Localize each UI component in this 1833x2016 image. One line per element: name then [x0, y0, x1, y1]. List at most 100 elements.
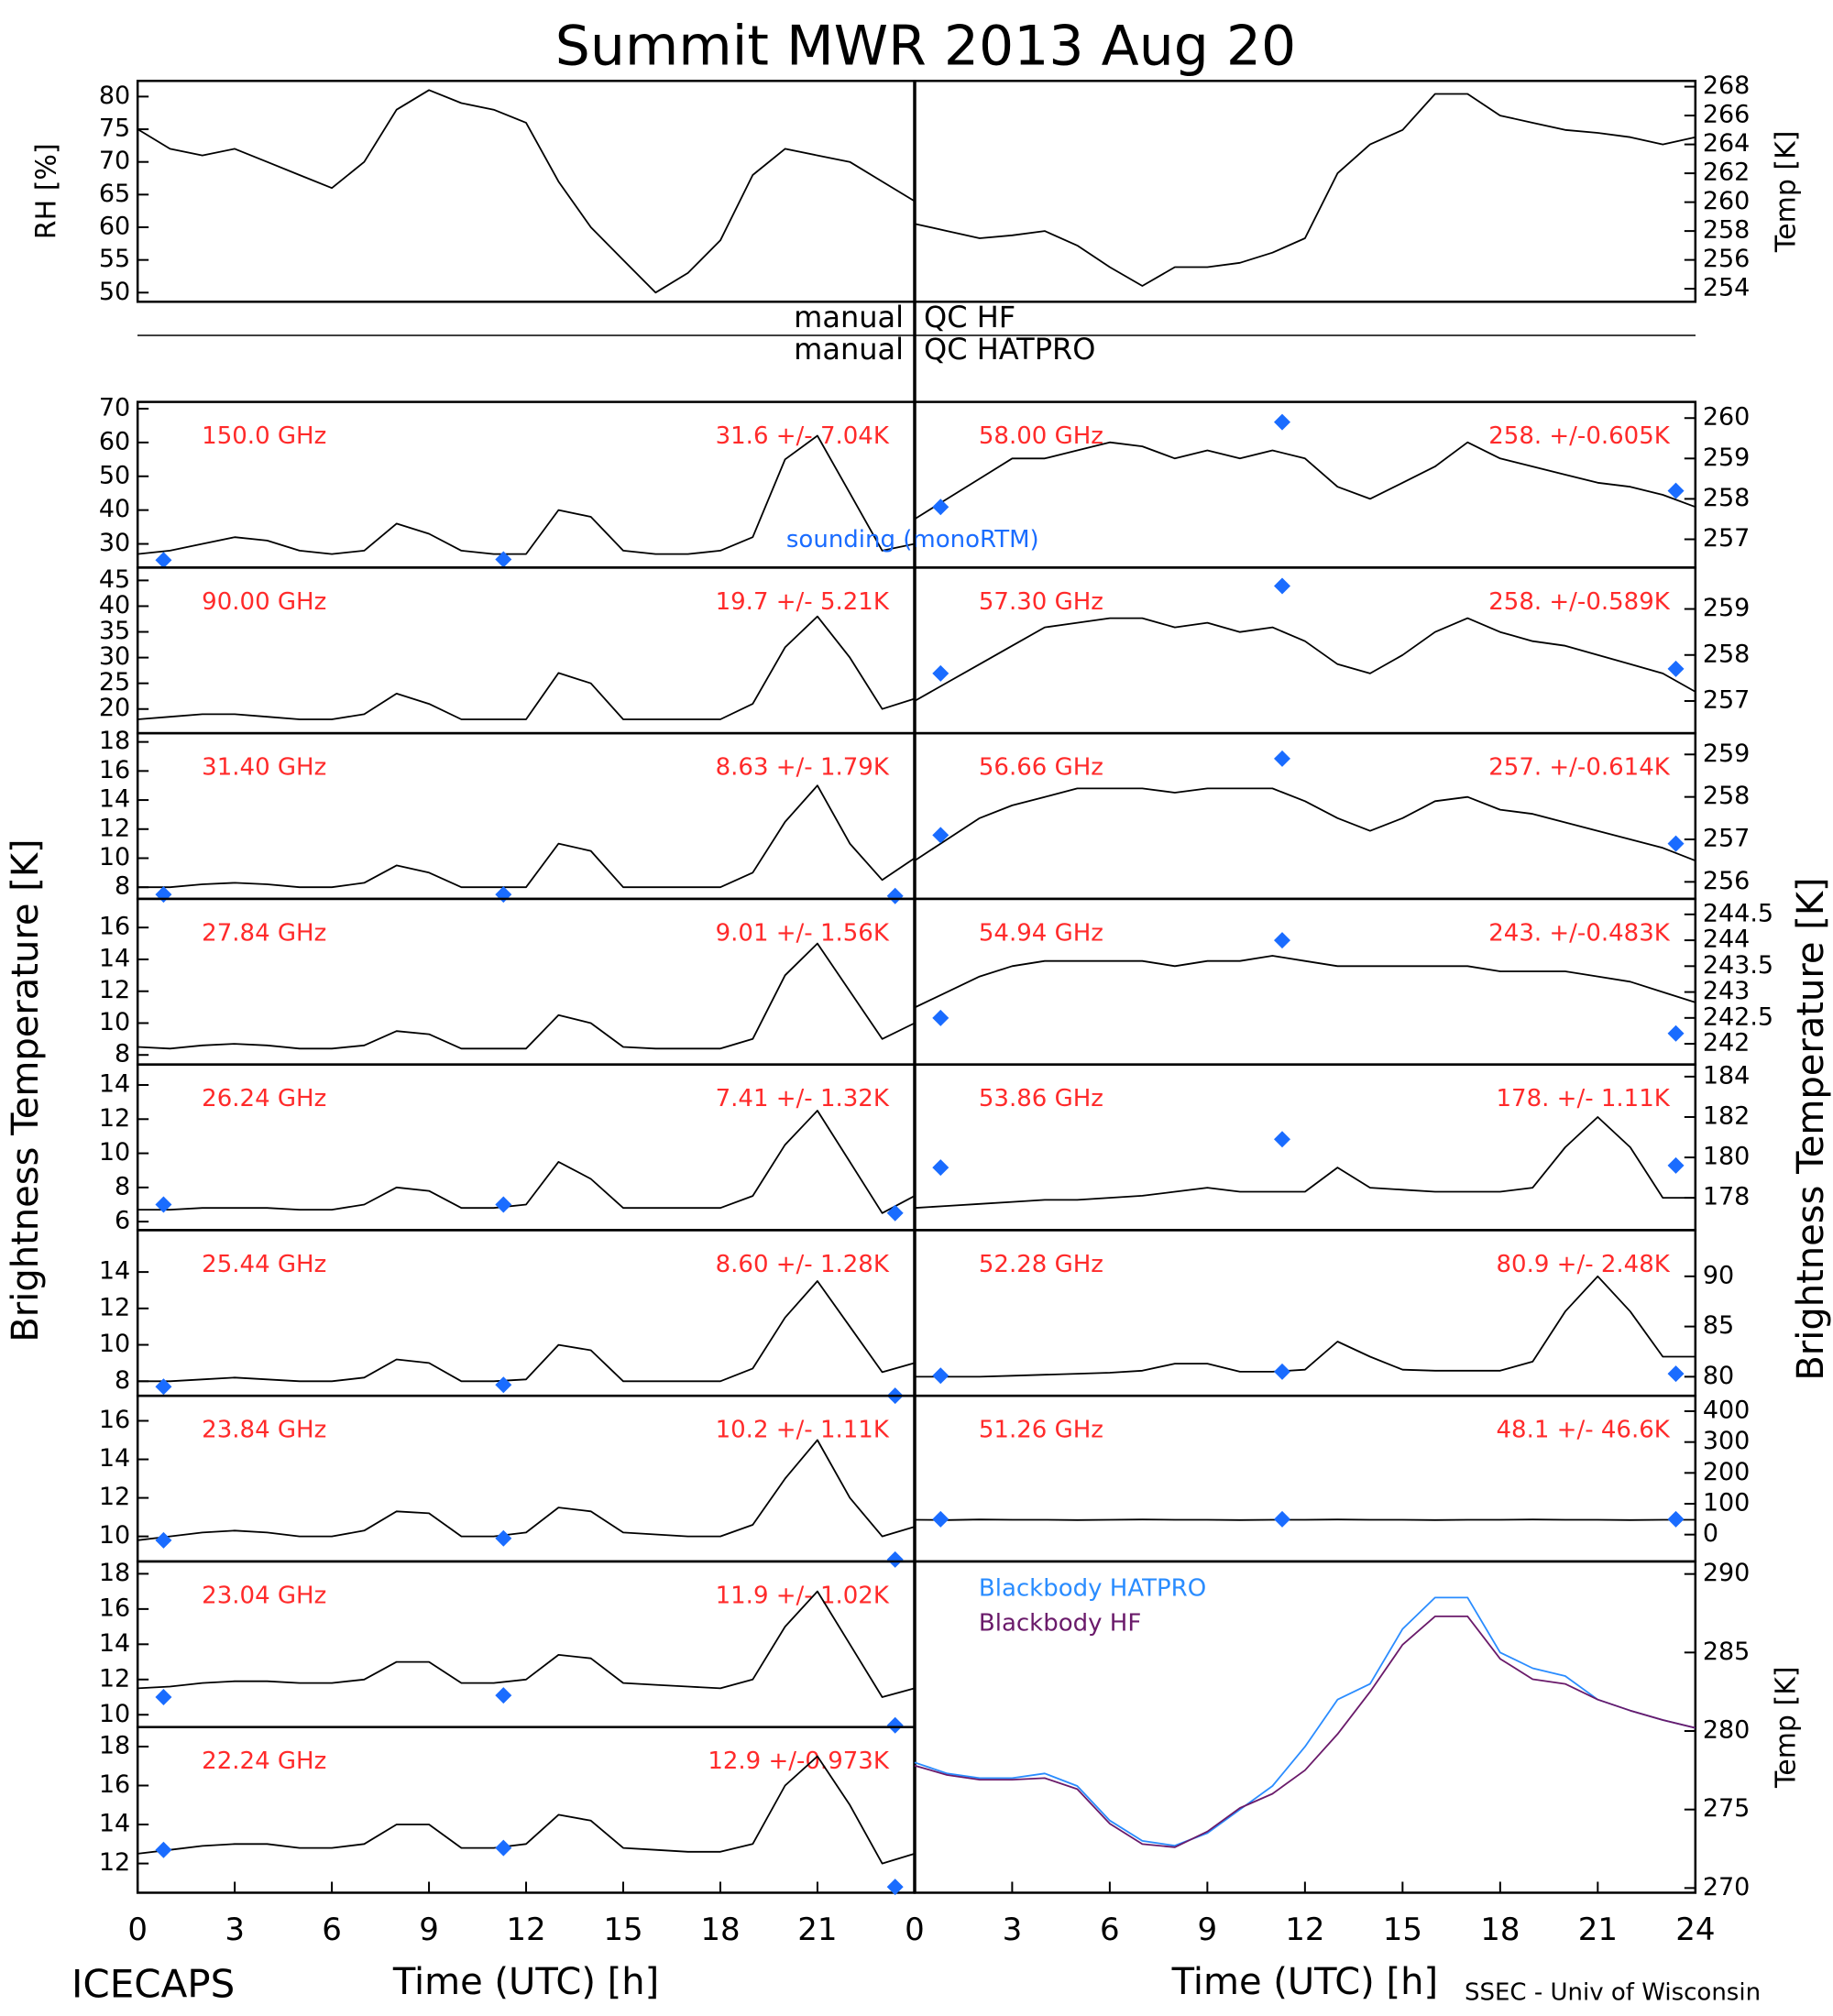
data-line — [137, 615, 916, 720]
y-tick-label: 400 — [1703, 1397, 1751, 1425]
sounding-point — [1274, 750, 1291, 767]
y-tick-label: 60 — [99, 213, 130, 241]
sounding-point — [932, 1009, 949, 1026]
y-tick-label: 8 — [115, 1040, 130, 1068]
y-tick-label: 12 — [99, 814, 130, 842]
y-tick-label: 244.5 — [1703, 899, 1773, 927]
sounding-point — [495, 1376, 512, 1394]
sounding-point — [1274, 1363, 1291, 1380]
y-tick-label: 200 — [1703, 1458, 1751, 1486]
sounding-point — [886, 1879, 904, 1896]
channel-label: 150.0 GHz — [202, 422, 326, 450]
channel-stats: 7.41 +/- 1.32K — [716, 1085, 890, 1112]
y-tick-label: 8 — [115, 1172, 130, 1200]
sounding-point — [495, 551, 512, 568]
y-tick-label: 12 — [99, 1848, 130, 1877]
x-tick-label: 21 — [797, 1912, 837, 1948]
data-line — [914, 617, 1696, 702]
y-tick-label: 182 — [1703, 1101, 1751, 1130]
channel-label: 23.04 GHz — [202, 1582, 326, 1609]
y-tick-label: 258 — [1703, 640, 1751, 668]
channel-stats: 19.7 +/- 5.21K — [716, 588, 890, 616]
plot-frame — [913, 80, 1697, 303]
data-line — [137, 1110, 916, 1214]
y-tick-label: 16 — [99, 756, 130, 784]
y-tick-label: 16 — [99, 1770, 130, 1799]
legend-label: sounding (monoRTM) — [786, 526, 1039, 553]
y-tick-label: 270 — [1703, 1873, 1751, 1901]
y-axis-label: RH [%] — [31, 143, 63, 239]
y-tick-label: 70 — [99, 147, 130, 175]
sounding-point — [1274, 577, 1291, 595]
sounding-point — [155, 1196, 172, 1213]
y-tick-label: 260 — [1703, 403, 1751, 432]
channel-stats: 8.63 +/- 1.79K — [716, 754, 890, 782]
y-axis-label: Brightness Temperature [K] — [5, 838, 47, 1342]
channel-label: 27.84 GHz — [202, 919, 326, 947]
y-tick-label: 257 — [1703, 685, 1751, 714]
sounding-point — [1667, 482, 1685, 499]
channel-stats: 257. +/-0.614K — [1488, 754, 1671, 782]
y-tick-label: 285 — [1703, 1638, 1751, 1666]
x-tick-label: 3 — [225, 1912, 245, 1948]
channel-label: 31.40 GHz — [202, 754, 326, 782]
sounding-point — [1274, 1510, 1291, 1528]
y-tick-label: 260 — [1703, 187, 1751, 215]
y-tick-label: 8 — [115, 1366, 130, 1395]
y-tick-label: 243.5 — [1703, 951, 1773, 980]
y-tick-label: 16 — [99, 913, 130, 941]
y-tick-label: 50 — [99, 461, 130, 489]
y-tick-label: 18 — [99, 1559, 130, 1587]
data-line — [137, 784, 916, 889]
y-tick-label: 80 — [99, 82, 130, 110]
y-tick-label: 14 — [99, 785, 130, 814]
data-line — [914, 1616, 1696, 1848]
data-line — [914, 441, 1696, 520]
sounding-point — [495, 886, 512, 904]
x-tick-label: 6 — [322, 1912, 342, 1948]
y-tick-label: 85 — [1703, 1311, 1734, 1340]
x-axis-label: Time (UTC) [h] — [392, 1961, 659, 2003]
qc-label: QC HATPRO — [924, 332, 1095, 367]
sounding-point — [155, 886, 172, 904]
channel-label: 51.26 GHz — [979, 1417, 1103, 1444]
channel-stats: 80.9 +/- 2.48K — [1497, 1251, 1671, 1278]
y-tick-label: 35 — [99, 617, 130, 645]
y-tick-label: 12 — [99, 1293, 130, 1321]
channel-stats: 258. +/-0.605K — [1488, 422, 1671, 450]
channel-label: 52.28 GHz — [979, 1251, 1103, 1278]
y-tick-label: 30 — [99, 529, 130, 557]
y-tick-label: 180 — [1703, 1143, 1751, 1171]
x-tick-label: 3 — [1003, 1912, 1023, 1948]
y-tick-label: 264 — [1703, 129, 1751, 158]
sounding-point — [1667, 1024, 1685, 1042]
y-tick-label: 242.5 — [1703, 1003, 1773, 1031]
y-tick-label: 12 — [99, 1664, 130, 1693]
data-line — [914, 1116, 1696, 1210]
y-tick-label: 65 — [99, 180, 130, 208]
y-tick-label: 258 — [1703, 782, 1751, 810]
sounding-point — [1667, 1156, 1685, 1174]
y-tick-label: 244 — [1703, 926, 1751, 954]
data-line — [137, 434, 916, 555]
channel-stats: 178. +/- 1.11K — [1497, 1085, 1671, 1112]
sounding-point — [886, 887, 904, 904]
data-line — [137, 89, 916, 294]
y-tick-label: 280 — [1703, 1715, 1751, 1744]
y-tick-label: 10 — [99, 1138, 130, 1167]
y-tick-label: 100 — [1703, 1489, 1751, 1517]
channel-stats: 9.01 +/- 1.56K — [716, 919, 890, 947]
x-tick-label: 0 — [905, 1912, 925, 1948]
x-tick-label: 15 — [1383, 1912, 1422, 1948]
x-tick-label: 6 — [1100, 1912, 1120, 1948]
x-tick-label: 9 — [1198, 1912, 1218, 1948]
y-tick-label: 10 — [99, 1700, 130, 1728]
sounding-point — [1274, 1131, 1291, 1148]
y-tick-label: 257 — [1703, 524, 1751, 553]
y-tick-label: 80 — [1703, 1362, 1734, 1390]
qc-label: manual — [794, 300, 904, 334]
channel-label: 26.24 GHz — [202, 1085, 326, 1112]
qc-label: QC HF — [924, 300, 1015, 334]
sounding-point — [1667, 1365, 1685, 1383]
y-tick-label: 12 — [99, 1104, 130, 1133]
